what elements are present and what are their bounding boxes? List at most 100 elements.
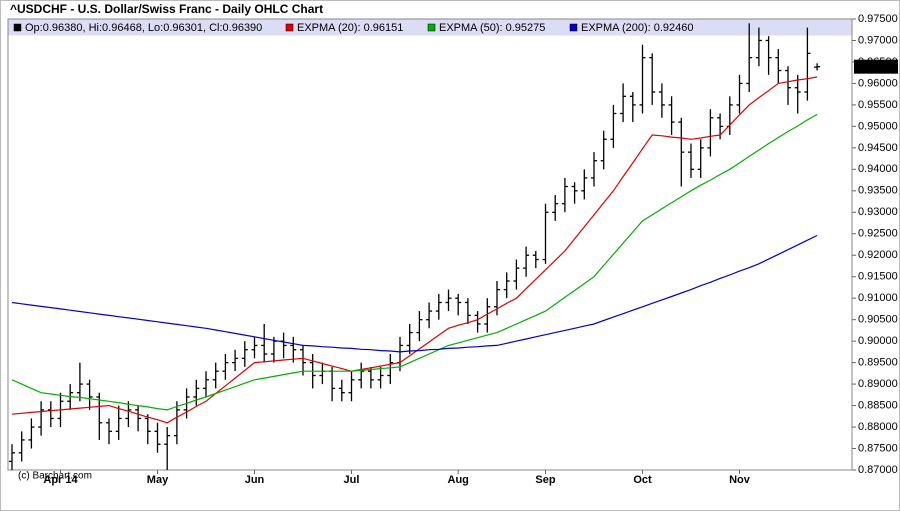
- ohlc-bar: [629, 92, 636, 123]
- ohlc-bar: [600, 130, 607, 170]
- y-tick-label: 0.92500: [858, 228, 898, 240]
- plot-area: [7, 18, 853, 471]
- ohlc-bar: [387, 354, 394, 385]
- ohlc-bar: [435, 293, 442, 320]
- ohlc-bar: [18, 431, 25, 462]
- y-tick-label: 0.88500: [858, 399, 898, 411]
- ohlc-bar: [591, 152, 597, 187]
- ema-line: [11, 234, 818, 353]
- ohlc-bar: [484, 298, 491, 333]
- legend-swatch: [285, 23, 294, 32]
- y-tick-label: 0.93000: [858, 206, 898, 218]
- y-tick-label: 0.91000: [858, 292, 898, 304]
- y-tick-label: 0.95000: [858, 120, 898, 132]
- ohlc-bar: [474, 311, 481, 333]
- ohlc-bar: [348, 371, 355, 402]
- ohlc-bar: [76, 362, 83, 402]
- y-tick-label: 0.97500: [858, 13, 898, 25]
- ohlc-bar: [707, 109, 714, 157]
- ohlc-bar: [542, 203, 549, 264]
- ohlc-bar: [804, 27, 811, 101]
- ohlc-bar: [581, 169, 588, 200]
- ohlc-bar: [561, 177, 568, 213]
- ohlc-bar: [144, 414, 151, 445]
- ohlc-bar: [406, 323, 413, 355]
- legend-swatch: [569, 23, 578, 32]
- ohlc-bar: [610, 104, 617, 148]
- y-tick-label: 0.93500: [858, 185, 898, 197]
- ohlc-bar: [377, 366, 384, 389]
- ohlc-bar: [697, 139, 704, 178]
- ohlc-bar: [251, 336, 258, 359]
- ohlc-bar: [755, 27, 762, 67]
- watermark: (c) Barchart.com: [18, 471, 92, 482]
- ohlc-bar: [785, 66, 791, 105]
- ohlc-bar: [639, 44, 646, 114]
- ohlc-bar: [688, 143, 694, 178]
- legend-swatch: [13, 23, 22, 32]
- ohlc-bar: [290, 336, 297, 363]
- ohlc-bar: [300, 345, 306, 376]
- ohlc-bar: [358, 362, 365, 389]
- ohlc-bar: [338, 379, 345, 402]
- ohlc-bar: [135, 405, 142, 432]
- ohlc-bar: [620, 83, 627, 123]
- ohlc-bar: [814, 63, 821, 71]
- y-tick-label: 0.97000: [858, 34, 898, 46]
- ohlc-bar: [658, 83, 665, 118]
- ohlc-bar: [571, 182, 578, 204]
- chart-title: ^USDCHF - U.S. Dollar/Swiss Franc - Dail…: [10, 2, 323, 16]
- ohlc-bar: [494, 281, 500, 316]
- x-tick-label: Sep: [535, 474, 555, 486]
- x-tick-label: Jun: [245, 474, 265, 486]
- legend-label: Op:0.96380, Hi:0.96468, Lo:0.96301, Cl:0…: [25, 22, 262, 34]
- ohlc-bar: [678, 117, 685, 187]
- y-tick-label: 0.91500: [858, 271, 898, 283]
- last-value-label: 0.96390: [857, 61, 897, 73]
- ohlc-bar: [649, 53, 656, 105]
- ohlc-bar: [416, 311, 423, 342]
- y-tick-label: 0.88000: [858, 421, 898, 433]
- x-tick-label: Oct: [633, 474, 652, 486]
- legend-label: EXPMA (50): 0.95275: [439, 22, 545, 34]
- y-tick-label: 0.96000: [858, 77, 898, 89]
- ohlc-bar: [523, 246, 530, 277]
- ohlc-bar: [9, 444, 15, 470]
- y-tick-label: 0.87000: [858, 464, 898, 476]
- ema-line: [11, 113, 818, 411]
- ohlc-bar: [775, 49, 782, 84]
- y-tick-label: 0.87500: [858, 442, 898, 454]
- ohlc-bar: [203, 371, 209, 397]
- ohlc-bar: [125, 401, 132, 428]
- legend-swatch: [427, 23, 436, 32]
- legend-label: EXPMA (200): 0.92460: [581, 22, 694, 34]
- ohlc-bar: [455, 293, 462, 316]
- legend-label: EXPMA (20): 0.96151: [297, 22, 403, 34]
- y-tick-label: 0.92000: [858, 249, 898, 261]
- ohlc-bar: [426, 302, 433, 329]
- ohlc-bar: [232, 349, 239, 372]
- ohlc-bar: [38, 401, 45, 436]
- y-tick-label: 0.90500: [858, 314, 898, 326]
- ema-line: [11, 76, 818, 424]
- ohlc-bar: [193, 379, 200, 406]
- x-tick-label: May: [147, 474, 169, 486]
- ohlc-bar: [503, 272, 510, 299]
- ohlc-bar: [173, 401, 180, 445]
- ohlc-bar: [532, 250, 539, 269]
- ohlc-bar: [552, 195, 559, 221]
- ohlc-bar: [794, 74, 801, 114]
- ohlc-bar: [464, 298, 471, 324]
- y-tick-label: 0.90000: [858, 335, 898, 347]
- ohlc-bar: [241, 341, 248, 367]
- ohlc-bar: [668, 96, 675, 135]
- ohlc-bar: [367, 366, 374, 389]
- ohlc-bar: [513, 259, 520, 290]
- y-tick-label: 0.94000: [858, 163, 898, 175]
- ohlc-bar: [164, 427, 171, 470]
- ohlc-bar: [28, 418, 35, 449]
- ohlc-bar: [445, 289, 452, 312]
- ohlc-bar: [222, 354, 229, 380]
- ohlc-bar: [212, 362, 219, 389]
